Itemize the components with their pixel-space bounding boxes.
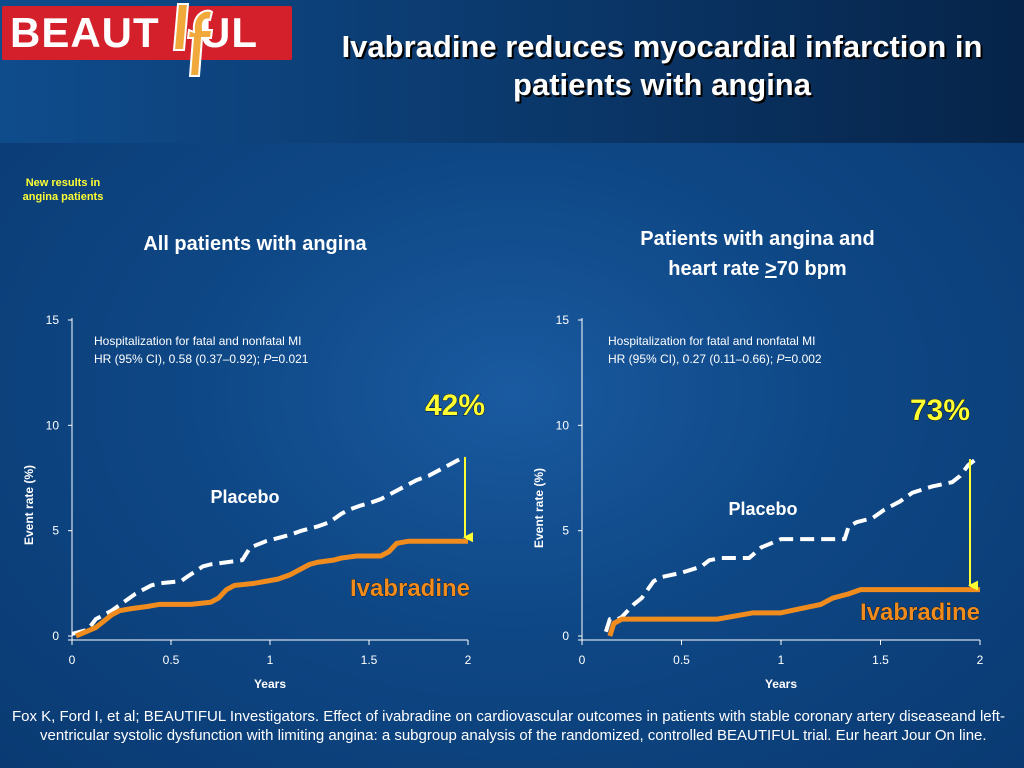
placebo-line xyxy=(71,455,465,636)
hr-text: HR (95% CI), 0.58 (0.37–0.92); xyxy=(94,352,263,366)
y-tick-label: 5 xyxy=(52,524,59,538)
x-tick-label: 1 xyxy=(267,653,274,667)
p-symbol: P xyxy=(777,352,785,366)
ivabradine-line xyxy=(607,587,980,637)
x-tick-label: 0.5 xyxy=(163,653,180,667)
badge-line-2: angina patients xyxy=(22,191,104,203)
annotation-line-1: Hospitalization for fatal and nonfatal M… xyxy=(608,334,815,348)
chart-all-patients: 0 5 10 15 0 0.5 1 1.5 2 Years Event rate (%) Hospit… xyxy=(22,313,485,691)
x-axis-label: Years xyxy=(765,677,797,691)
y-tick-label: 0 xyxy=(52,629,59,643)
x-tick-label: 0.5 xyxy=(673,653,690,667)
right-title-bpm-text: 70 bpm xyxy=(776,258,847,280)
x-axis-label: Years xyxy=(254,677,286,691)
logo-text-left: BEAUT xyxy=(10,9,160,56)
annotation-line-2: HR (95% CI), 0.27 (0.11–0.66); P=0.002 xyxy=(608,352,822,366)
left-panel-title-line: All patients with angina xyxy=(143,233,367,255)
y-tick-label: 10 xyxy=(556,418,570,432)
content-area xyxy=(0,143,1024,768)
badge-line-1: New results in xyxy=(25,177,101,189)
new-results-badge: New results in angina patients xyxy=(8,176,118,204)
placebo-label: Placebo xyxy=(210,487,279,507)
reduction-percent-label: 73% xyxy=(910,394,970,427)
right-panel-title-line-1: Patients with angina and xyxy=(640,228,875,250)
x-tick-label: 1.5 xyxy=(361,653,378,667)
x-tick-label: 1 xyxy=(778,653,785,667)
right-title-hr-text: heart rate xyxy=(668,258,765,280)
y-tick-label: 5 xyxy=(562,524,569,538)
x-tick-label: 2 xyxy=(977,653,984,667)
hr-text: HR (95% CI), 0.27 (0.11–0.66); xyxy=(608,352,777,366)
reduction-percent-label: 42% xyxy=(425,389,485,422)
y-axis-label: Event rate (%) xyxy=(532,468,546,548)
x-tick-label: 0 xyxy=(579,653,586,667)
citation-footer: Fox K, Ford I, et al; BEAUTIFUL Investig… xyxy=(12,708,1005,744)
ivabradine-label: Ivabradine xyxy=(860,599,980,626)
y-axis-label: Event rate (%) xyxy=(22,465,36,545)
x-tick-label: 2 xyxy=(465,653,472,667)
p-value: =0.002 xyxy=(785,352,822,366)
logo-if-mark xyxy=(172,3,214,77)
p-value: =0.021 xyxy=(271,352,308,366)
left-panel-title: All patients with angina xyxy=(90,229,420,259)
chart-hr-70: 0 5 10 15 0 0.5 1 1.5 2 Years Event rate (%) Hospit… xyxy=(532,313,984,691)
x-tick-label: 0 xyxy=(69,653,76,667)
right-panel-title: Patients with angina and heart rate >70 … xyxy=(580,224,935,284)
slide-title: Ivabradine reduces myocardial infarction… xyxy=(341,29,983,102)
y-tick-label: 15 xyxy=(556,313,570,327)
y-tick-label: 15 xyxy=(46,313,60,327)
y-tick-label: 0 xyxy=(562,629,569,643)
x-tick-label: 1.5 xyxy=(872,653,889,667)
right-panel-title-line-2: heart rate >70 bpm xyxy=(580,254,935,284)
annotation-line-2: HR (95% CI), 0.58 (0.37–0.92); P=0.021 xyxy=(94,352,309,366)
y-tick-label: 10 xyxy=(46,418,60,432)
annotation-line-1: Hospitalization for fatal and nonfatal M… xyxy=(94,334,301,348)
p-symbol: P xyxy=(263,352,271,366)
placebo-line xyxy=(603,457,978,633)
ivabradine-line xyxy=(74,538,468,639)
right-title-ge-symbol: > xyxy=(765,258,777,280)
ivabradine-label: Ivabradine xyxy=(350,575,470,602)
placebo-label: Placebo xyxy=(728,499,797,519)
